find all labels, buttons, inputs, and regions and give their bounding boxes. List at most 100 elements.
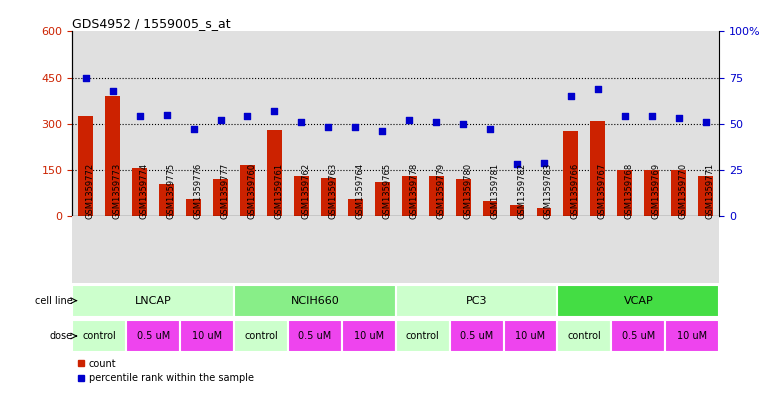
Text: GSM1359776: GSM1359776 [193,163,202,219]
Bar [665,216,693,283]
Bar [645,170,659,216]
Bar [180,320,234,352]
Point [484,126,496,132]
Text: GSM1359761: GSM1359761 [275,163,283,219]
Bar [315,31,342,216]
Point [645,113,658,119]
Point [269,108,281,114]
Text: control: control [406,331,440,341]
Bar [557,320,611,352]
Bar [207,31,234,216]
Bar [422,216,450,283]
Bar [99,216,126,283]
Bar [126,320,180,352]
Text: GSM1359772: GSM1359772 [86,163,95,219]
Point [187,126,199,132]
Bar [126,31,153,216]
Point [376,128,388,134]
Bar [530,216,557,283]
Bar [321,178,336,216]
Text: GSM1359770: GSM1359770 [679,163,688,219]
Point [673,115,685,121]
Text: 10 uM: 10 uM [515,331,546,341]
Bar [456,179,470,216]
Point [215,117,227,123]
Bar [665,31,693,216]
Bar [563,132,578,216]
Text: 10 uM: 10 uM [677,331,707,341]
Bar [476,31,504,216]
Bar [611,31,638,216]
Bar [584,31,611,216]
Bar [537,208,552,216]
Text: 10 uM: 10 uM [192,331,222,341]
Bar [369,216,396,283]
Text: GSM1359762: GSM1359762 [301,163,310,219]
Point [457,121,470,127]
Bar [342,216,369,283]
Text: GSM1359780: GSM1359780 [463,163,472,219]
Text: GSM1359767: GSM1359767 [598,163,607,219]
Point [322,124,334,130]
Bar [611,216,638,283]
Bar [665,320,719,352]
Text: GSM1359771: GSM1359771 [705,163,715,219]
Bar [288,216,315,283]
Text: GDS4952 / 1559005_s_at: GDS4952 / 1559005_s_at [72,17,231,30]
Text: GSM1359783: GSM1359783 [544,163,553,219]
Point [538,160,550,166]
Point [241,113,253,119]
Bar [153,216,180,283]
Bar [342,31,369,216]
Bar [288,320,342,352]
Text: LNCAP: LNCAP [135,296,171,306]
Text: GSM1359781: GSM1359781 [490,163,499,219]
Point [107,87,119,94]
Bar [450,320,504,352]
Text: GSM1359779: GSM1359779 [436,163,445,219]
Text: control: control [82,331,116,341]
Text: NCIH660: NCIH660 [291,296,339,306]
Bar [402,176,416,216]
Bar [78,116,93,216]
Point [592,86,604,92]
Bar [234,216,261,283]
Bar [591,121,605,216]
Text: GSM1359775: GSM1359775 [167,163,176,219]
Text: GSM1359765: GSM1359765 [382,163,391,219]
Text: GSM1359782: GSM1359782 [517,163,526,219]
Bar [153,31,180,216]
Text: GSM1359778: GSM1359778 [409,163,419,219]
Bar [422,31,450,216]
Bar [348,199,363,216]
Bar [294,176,309,216]
Text: GSM1359777: GSM1359777 [221,163,230,219]
Bar [186,199,201,216]
Bar [396,216,422,283]
Point [403,117,416,123]
Text: VCAP: VCAP [623,296,653,306]
Bar [530,31,558,216]
Bar [369,31,396,216]
Bar [638,216,665,283]
Bar [699,176,713,216]
Text: GSM1359760: GSM1359760 [247,163,256,219]
Text: 0.5 uM: 0.5 uM [622,331,655,341]
Bar [638,31,665,216]
Bar [584,216,611,283]
Text: cell line: cell line [34,296,72,306]
Point [161,111,173,118]
Bar [396,285,557,317]
Bar [72,285,234,317]
Bar [482,201,498,216]
Bar [234,31,261,216]
Text: PC3: PC3 [466,296,487,306]
Bar [72,216,99,283]
Bar [126,216,153,283]
Bar [450,216,476,283]
Text: 0.5 uM: 0.5 uM [136,331,170,341]
Bar [693,31,719,216]
Bar [611,320,665,352]
Legend: count, percentile rank within the sample: count, percentile rank within the sample [77,358,254,384]
Bar [267,130,282,216]
